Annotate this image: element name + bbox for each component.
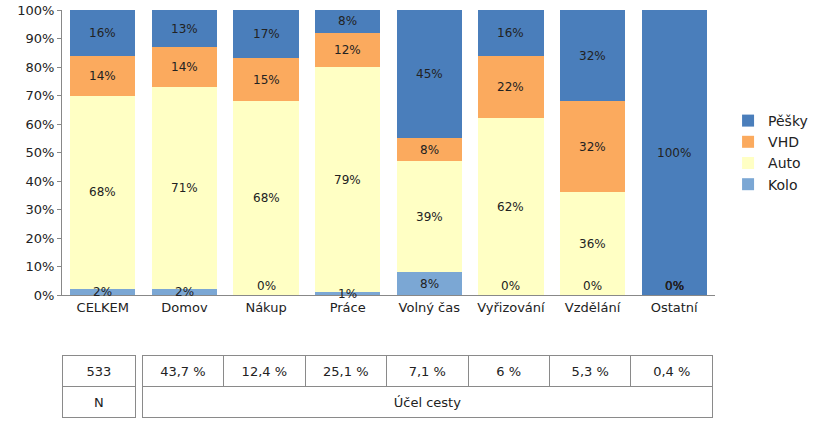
svg-text:16%: 16%	[89, 26, 116, 40]
html-text:7,1 %: 7,1 %	[408, 363, 446, 379]
svg-text:Práce: Práce	[330, 300, 366, 315]
svg-text:50%: 50%	[25, 145, 54, 160]
svg-text:20%: 20%	[25, 231, 54, 246]
svg-text:Ostatní: Ostatní	[651, 300, 698, 315]
svg-text:14%: 14%	[171, 60, 198, 74]
svg-text:68%: 68%	[89, 185, 116, 199]
html-text:0,4 %: 0,4 %	[653, 363, 691, 379]
svg-text:32%: 32%	[579, 49, 606, 63]
svg-text:Vzdělání: Vzdělání	[565, 300, 621, 315]
svg-text:90%: 90%	[25, 31, 54, 46]
svg-text:8%: 8%	[338, 14, 357, 28]
svg-text:13%: 13%	[171, 22, 198, 36]
svg-text:8%: 8%	[420, 277, 439, 291]
html-text:N: N	[93, 394, 104, 410]
svg-text:17%: 17%	[253, 27, 280, 41]
html-text:533: 533	[86, 363, 112, 379]
html-text:6 %: 6 %	[496, 363, 522, 379]
html-text:Účel cesty: Účel cesty	[393, 394, 461, 410]
svg-text:2%: 2%	[175, 285, 194, 299]
svg-text:62%: 62%	[497, 200, 524, 214]
html-text:43,7 %: 43,7 %	[160, 363, 206, 379]
svg-text:15%: 15%	[253, 73, 280, 87]
svg-text:45%: 45%	[416, 67, 443, 81]
svg-text:30%: 30%	[25, 202, 54, 217]
svg-text:36%: 36%	[579, 237, 606, 251]
svg-text:0%: 0%	[583, 279, 602, 293]
svg-text:79%: 79%	[334, 173, 361, 187]
svg-text:16%: 16%	[497, 26, 524, 40]
svg-text:32%: 32%	[579, 140, 606, 154]
svg-text:Pěšky: Pěšky	[768, 113, 808, 129]
svg-text:2%: 2%	[93, 285, 112, 299]
svg-text:100%: 100%	[17, 3, 54, 18]
svg-text:VHD: VHD	[768, 134, 799, 150]
html-text:25,1 %: 25,1 %	[323, 363, 369, 379]
svg-text:100%: 100%	[657, 146, 691, 160]
svg-text:0%: 0%	[257, 279, 276, 293]
svg-text:22%: 22%	[497, 80, 524, 94]
svg-text:14%: 14%	[89, 69, 116, 83]
svg-text:Auto: Auto	[768, 155, 801, 171]
svg-text:0%: 0%	[501, 279, 520, 293]
svg-text:10%: 10%	[25, 259, 54, 274]
svg-text:Nákup: Nákup	[245, 300, 286, 315]
svg-text:80%: 80%	[25, 60, 54, 75]
svg-text:71%: 71%	[171, 181, 198, 195]
svg-text:0%: 0%	[34, 288, 55, 303]
svg-text:Kolo: Kolo	[768, 177, 798, 193]
svg-text:70%: 70%	[25, 88, 54, 103]
svg-text:Vyřizování: Vyřizování	[477, 300, 545, 315]
html-text:5,3 %: 5,3 %	[571, 363, 609, 379]
svg-text:39%: 39%	[416, 210, 443, 224]
svg-text:Domov: Domov	[161, 300, 208, 315]
svg-text:0%: 0%	[665, 279, 684, 293]
svg-text:0%: 0%	[665, 279, 684, 293]
svg-text:40%: 40%	[25, 174, 54, 189]
svg-text:CELKEM: CELKEM	[77, 300, 130, 315]
svg-text:8%: 8%	[420, 143, 439, 157]
svg-text:68%: 68%	[253, 191, 280, 205]
svg-text:60%: 60%	[25, 117, 54, 132]
svg-text:0%: 0%	[665, 279, 684, 293]
svg-text:1%: 1%	[338, 287, 357, 301]
svg-text:12%: 12%	[334, 43, 361, 57]
html-text:12,4 %: 12,4 %	[241, 363, 287, 379]
svg-text:Volný čas: Volný čas	[399, 300, 461, 315]
